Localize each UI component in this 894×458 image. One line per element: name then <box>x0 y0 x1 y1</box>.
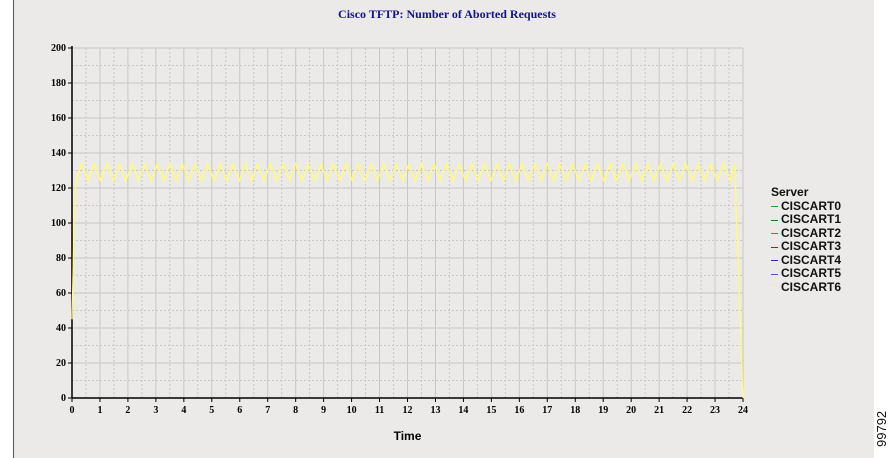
x-tick-label: 6 <box>237 405 242 416</box>
figure-id: 99792 <box>874 410 889 447</box>
chart-title: Cisco TFTP: Number of Aborted Requests <box>338 7 556 21</box>
legend-label: CISCART3 <box>781 239 842 253</box>
x-tick-label: 16 <box>514 405 524 416</box>
legend-label: CISCART4 <box>781 252 842 267</box>
x-tick-label: 8 <box>293 405 298 416</box>
legend-label: CISCART2 <box>781 225 842 240</box>
legend-item-ciscart3: CISCART3 <box>771 239 842 254</box>
x-tick-label: 0 <box>70 405 75 416</box>
legend-swatch <box>771 273 778 275</box>
x-tick-label: 17 <box>542 405 552 416</box>
x-tick-label: 11 <box>375 405 384 416</box>
x-tick-label: 10 <box>347 405 357 416</box>
x-tick-label: 19 <box>598 405 608 416</box>
x-tick-label: 18 <box>570 405 580 416</box>
legend-item-ciscart2: CISCART2 <box>771 225 842 241</box>
x-tick-label: 7 <box>265 405 270 416</box>
legend-swatch <box>771 219 778 221</box>
legend-swatch <box>771 206 778 208</box>
x-tick-label: 23 <box>710 405 720 416</box>
legend-item-ciscart5: CISCART5 <box>771 266 842 281</box>
y-tick-label: 140 <box>51 148 66 159</box>
x-tick-label: 5 <box>209 405 214 416</box>
y-tick-label: 120 <box>51 183 66 194</box>
legend-swatch <box>771 246 778 248</box>
y-tick-label: 160 <box>51 113 66 124</box>
y-tick-label: 40 <box>56 323 66 334</box>
x-tick-label: 3 <box>153 405 158 416</box>
y-tick-label: 20 <box>56 358 66 369</box>
legend-label: CISCART0 <box>781 198 842 213</box>
y-tick-label: 200 <box>51 43 66 54</box>
x-tick-label: 13 <box>430 405 440 416</box>
x-tick-label: 22 <box>682 405 692 416</box>
legend-item-ciscart1: CISCART1 <box>771 212 842 227</box>
series-line-ciscart6 <box>71 161 744 399</box>
x-tick-label: 4 <box>181 405 186 416</box>
legend-item-ciscart0: CISCART0 <box>771 198 842 214</box>
y-tick-label: 60 <box>56 288 66 299</box>
legend: Server CISCART0 CISCART1 CISCART2 CISCART3 C… <box>771 185 842 295</box>
x-tick-label: 14 <box>458 405 468 416</box>
legend-item-ciscart4: CISCART4 <box>771 252 842 268</box>
legend-title: Server <box>771 185 809 199</box>
legend-label: CISCART1 <box>781 212 842 226</box>
legend-label: CISCART6 <box>781 279 842 294</box>
x-tick-label: 15 <box>486 405 496 416</box>
legend-swatch <box>771 233 778 235</box>
x-tick-label: 1 <box>97 405 102 416</box>
left-border <box>13 0 14 458</box>
y-tick-label: 180 <box>51 78 66 89</box>
legend-swatch <box>771 287 778 289</box>
x-tick-label: 9 <box>321 405 326 416</box>
legend-item-ciscart6: CISCART6 <box>771 279 842 295</box>
x-axis-title: Time <box>394 429 422 443</box>
x-tick-label: 12 <box>403 405 413 416</box>
legend-label: CISCART5 <box>781 266 842 280</box>
y-tick-label: 80 <box>56 253 66 264</box>
legend-swatch <box>771 260 778 262</box>
legend-items: CISCART0 CISCART1 CISCART2 CISCART3 CISCART4… <box>771 198 842 295</box>
y-tick-label: 100 <box>51 218 66 229</box>
x-tick-label: 20 <box>626 405 636 416</box>
x-tick-label: 24 <box>738 405 748 416</box>
x-tick-label: 21 <box>654 405 664 416</box>
y-tick-label: 0 <box>61 393 66 404</box>
x-tick-label: 2 <box>125 405 130 416</box>
